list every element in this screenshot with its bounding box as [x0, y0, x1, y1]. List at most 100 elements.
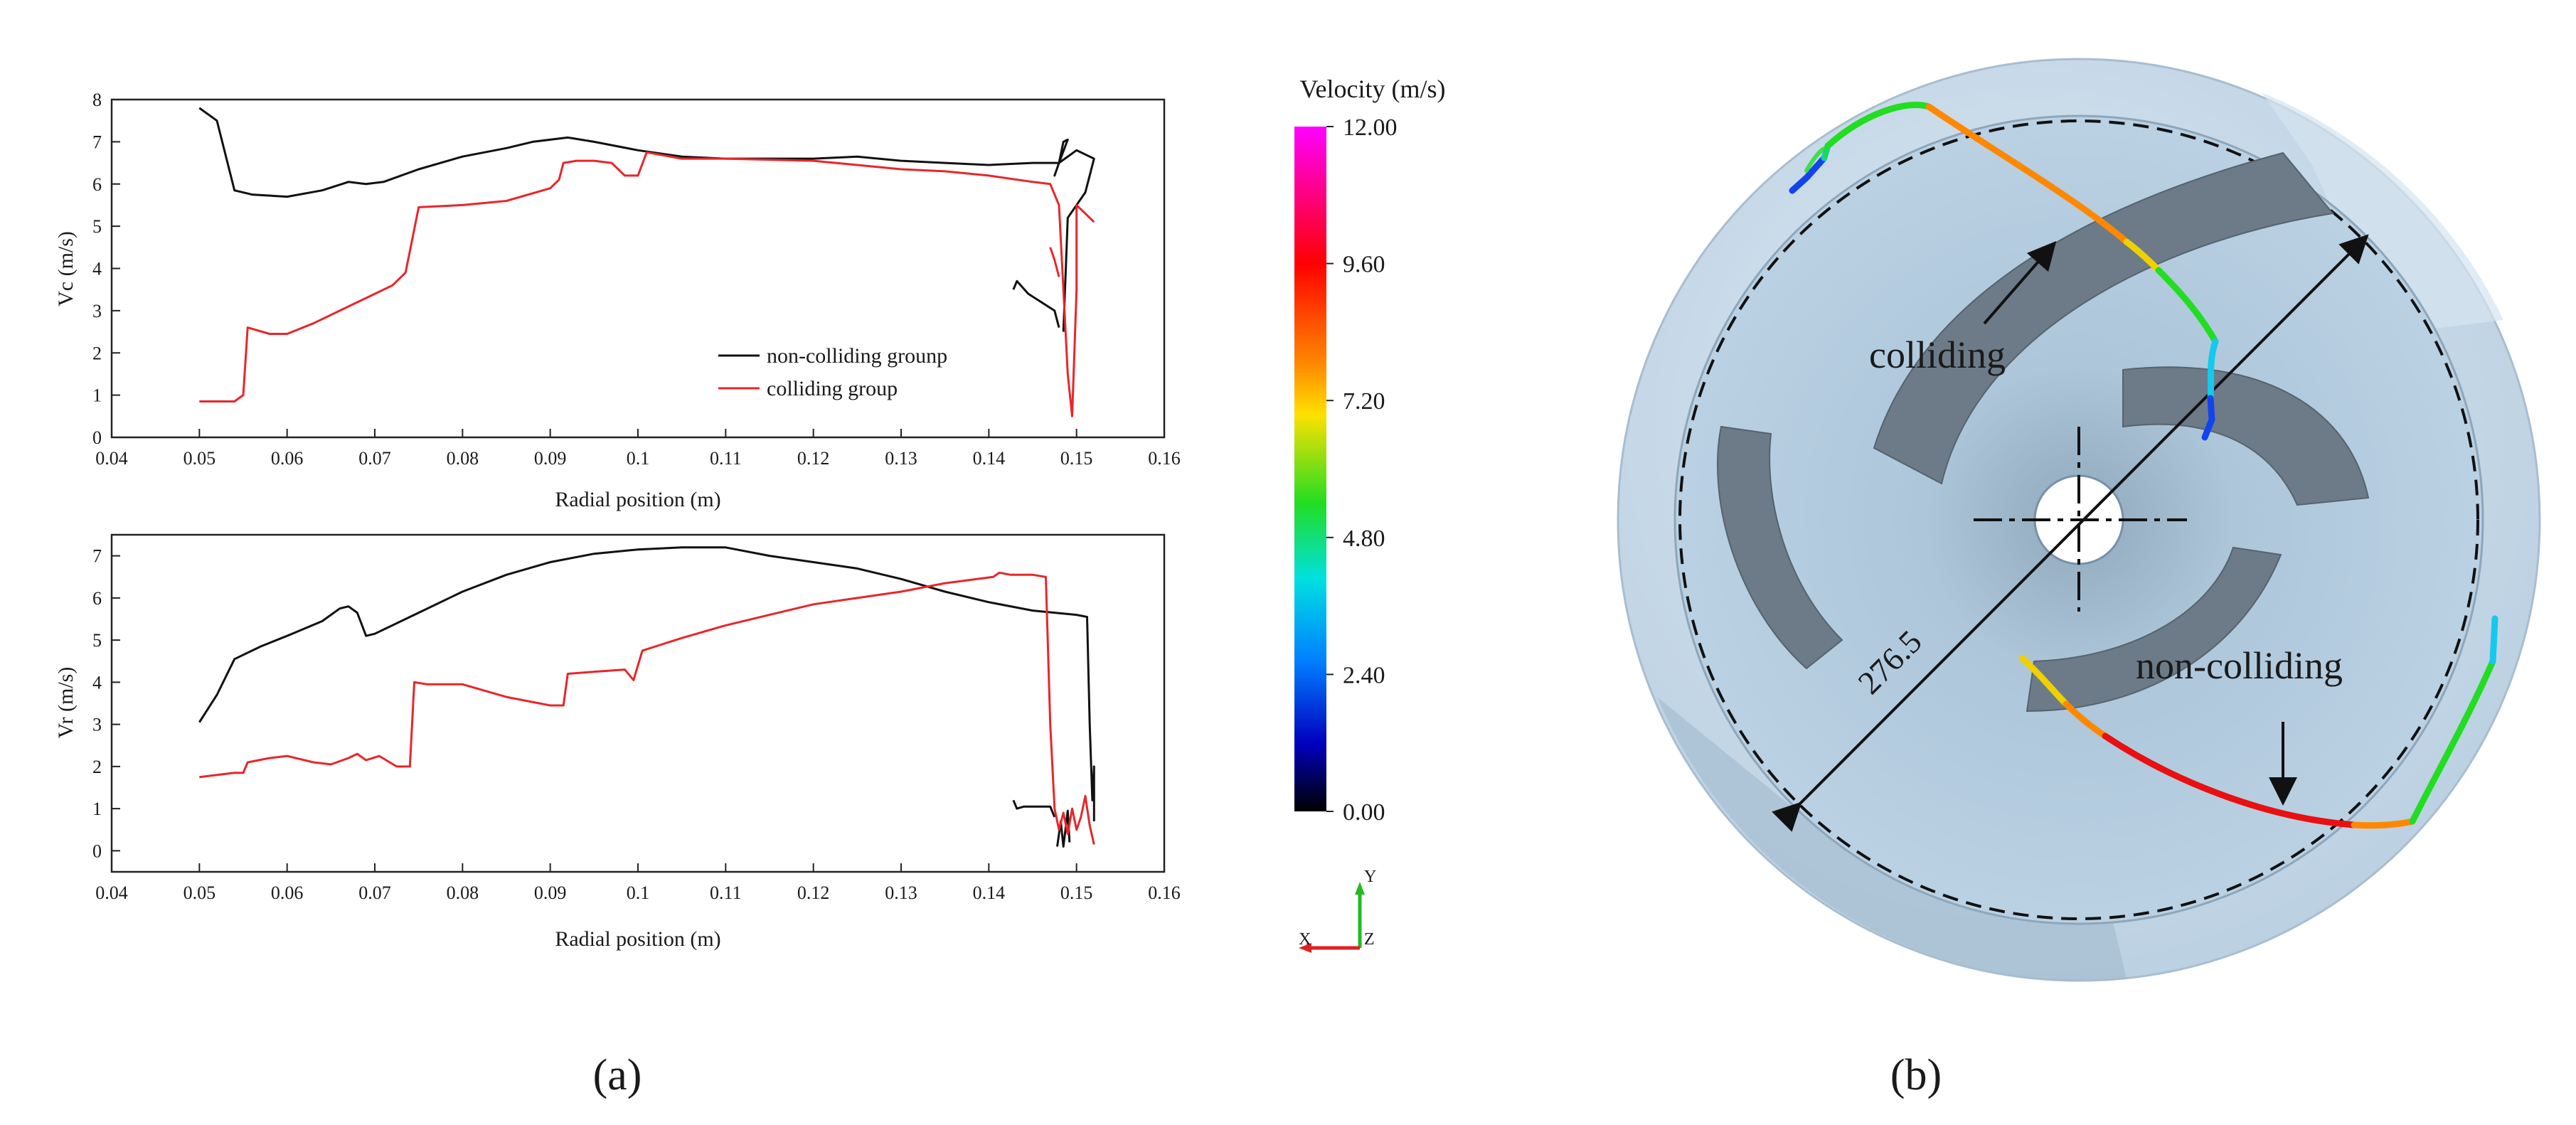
colliding-trajectory-seg-orange	[1925, 103, 2130, 245]
casing-shade-upper-right	[2262, 92, 2503, 334]
impeller-outer-dashed-circle	[1678, 119, 2479, 920]
non-colliding-trajectory	[2018, 615, 2498, 829]
non-colliding-label: non-colliding	[2136, 644, 2343, 687]
series-line-non-colliding-vr	[198, 546, 1095, 821]
x-tick-label-vr: 0.04	[95, 883, 128, 903]
non-colliding-trajectory-seg-yellow	[2018, 654, 2070, 708]
series-line-non-colliding-vc-segment-1	[1012, 279, 1060, 328]
y-tick-label-vr: 6	[92, 588, 102, 609]
x-tick-label-vr: 0.11	[710, 883, 742, 903]
colorbar-tick-label: 4.80	[1343, 526, 1385, 552]
legend: non-colliding grounp colliding group	[718, 344, 947, 400]
series-line-non-colliding-vc	[198, 107, 1095, 332]
x-tick-label-vc: 0.1	[627, 448, 650, 469]
colorbar-tick-label: 0.00	[1343, 799, 1385, 826]
x-tick-label-vr: 0.06	[271, 883, 304, 903]
y-tick-label-vc: 5	[92, 216, 102, 237]
x-tick-label-vc: 0.05	[183, 448, 216, 469]
y-tick-label-vr: 3	[92, 715, 102, 735]
x-tick-label-vc: 0.04	[95, 448, 128, 469]
x-axis-label-vc: Radial position (m)	[555, 488, 720, 511]
x-tick-label-vc: 0.12	[797, 448, 830, 469]
y-tick-label-vr: 4	[92, 672, 102, 693]
colliding-trajectory-seg-blue-end	[2201, 395, 2215, 441]
colorbar-tick-label: 7.20	[1343, 388, 1385, 415]
x-axis-label-vr: Radial position (m)	[555, 927, 720, 951]
axis-triad: Y X Z	[1299, 868, 1376, 953]
colliding-trajectory-seg-green-3	[1804, 146, 1829, 173]
y-tick-label-vc: 7	[92, 132, 102, 152]
x-tick-label-vc: 0.06	[271, 448, 304, 469]
x-tick-label-vc: 0.15	[1060, 448, 1093, 469]
panel-label-a: (a)	[593, 1051, 642, 1099]
x-tick-label-vr: 0.15	[1060, 883, 1093, 903]
chart-vc-panel: 0.04 0.05 0.06 0.07 0.08 0.09 0.1 0.11 0.12 0.13 0…	[54, 90, 1181, 511]
triad-x-label: X	[1299, 930, 1311, 949]
x-tick-label-vr: 0.09	[534, 883, 567, 903]
non-colliding-trajectory-seg-cyan	[2489, 615, 2498, 665]
panel-label-b: (b)	[1890, 1051, 1942, 1099]
diameter-dimension-line	[1772, 234, 2369, 832]
y-tick-label-vc: 8	[92, 90, 102, 110]
x-tick-label-vc: 0.08	[447, 448, 479, 469]
colorbar-tick-label: 9.60	[1343, 252, 1385, 278]
x-tick-label-vr: 0.07	[358, 883, 391, 903]
colliding-label: colliding	[1869, 334, 2006, 376]
x-tick-label-vr: 0.14	[973, 883, 1006, 903]
x-tick-label-vc: 0.09	[534, 448, 567, 469]
non-colliding-trajectory-seg-orange-1	[2063, 700, 2109, 740]
series-line-colliding-vc-segment-1	[1049, 247, 1060, 277]
y-tick-label-vr: 5	[92, 630, 102, 651]
y-tick-label-vc: 2	[92, 343, 102, 363]
impeller-diagram: 276.5 colliding non-colliding	[1617, 58, 2541, 982]
colliding-trajectory-seg-cyan-end	[2207, 338, 2219, 402]
non-colliding-trajectory-seg-orange-2	[2351, 818, 2416, 829]
x-tick-label-vr: 0.08	[447, 883, 479, 903]
x-tick-label-vr: 0.1	[627, 883, 650, 903]
legend-label-colliding: colliding group	[767, 377, 898, 400]
series-line-non-colliding-vr-segment-1	[1012, 799, 1056, 818]
y-tick-label-vr: 2	[92, 757, 102, 777]
series-line-colliding-vr	[199, 571, 1095, 845]
non-colliding-trajectory-seg-red	[2102, 732, 2358, 828]
colorbar-gradient	[1294, 127, 1326, 811]
series-line-colliding-vc	[199, 151, 1095, 417]
legend-label-non-colliding: non-colliding grounp	[767, 344, 947, 368]
chart-vr-panel: 0.04 0.05 0.06 0.07 0.08 0.09 0.1 0.11 0.12 0.13 0…	[54, 533, 1181, 951]
y-tick-label-vr: 7	[92, 546, 102, 567]
x-tick-label-vc: 0.14	[973, 448, 1006, 469]
non-colliding-trajectory-seg-green	[2409, 658, 2496, 825]
triad-x-arrowhead	[1299, 943, 1311, 953]
y-tick-label-vr: 0	[92, 841, 102, 861]
x-tick-label-vr: 0.12	[797, 883, 830, 903]
colorbar-title: Velocity (m/s)	[1300, 75, 1446, 103]
x-tick-label-vc: 0.16	[1148, 448, 1181, 469]
plot-frame-vc	[110, 98, 1166, 439]
y-tick-label-vc: 3	[92, 301, 102, 321]
y-tick-label-vc: 0	[92, 427, 102, 448]
y-axis-label-vc: Vc (m/s)	[54, 231, 78, 306]
triad-y-label: Y	[1364, 868, 1376, 886]
triad-y-arrowhead	[1355, 882, 1365, 895]
x-tick-label-vc: 0.07	[358, 448, 391, 469]
colliding-trajectory-seg-green-1	[1824, 101, 1932, 149]
colorbar-tick-label: 12.00	[1343, 114, 1398, 141]
x-tick-label-vc: 0.11	[710, 448, 742, 469]
x-tick-label-vr: 0.13	[885, 883, 917, 903]
colorbar: Velocity (m/s) 12.00 9.60 7.20 4.80 2.40 0.00	[1294, 75, 1445, 826]
x-tick-label-vc: 0.13	[885, 448, 917, 469]
colliding-arrow	[1983, 240, 2057, 325]
x-tick-label-vr: 0.05	[183, 883, 216, 903]
y-tick-label-vc: 1	[92, 385, 102, 406]
y-tick-label-vr: 1	[92, 799, 102, 819]
y-tick-label-vc: 6	[92, 174, 102, 195]
colorbar-tick-label: 2.40	[1343, 662, 1385, 688]
colliding-trajectory-seg-blue-start	[1789, 154, 1828, 194]
y-tick-label-vc: 4	[92, 259, 102, 279]
colliding-trajectory-seg-green-2	[2155, 267, 2219, 345]
colliding-trajectory	[1789, 101, 2219, 441]
y-axis-label-vr: Vr (m/s)	[54, 667, 78, 739]
plot-frame-vr	[110, 533, 1166, 873]
x-tick-label-vr: 0.16	[1148, 883, 1181, 903]
